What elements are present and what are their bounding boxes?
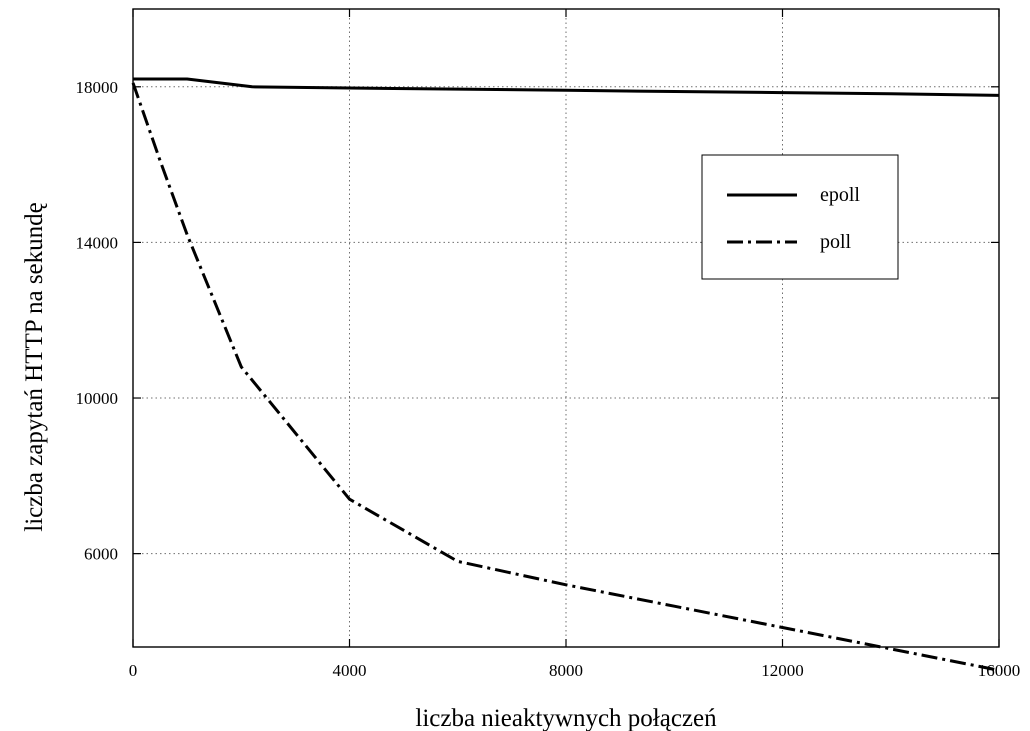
legend-label-epoll: epoll <box>820 184 860 206</box>
x-tick-label: 8000 <box>549 661 583 680</box>
x-tick-label: 12000 <box>761 661 804 680</box>
legend: epoll poll <box>701 154 899 280</box>
legend-box <box>701 154 899 280</box>
y-tick-label: 14000 <box>76 233 119 252</box>
x-axis-label: liczba nieaktywnych połączeń <box>415 705 717 731</box>
axis-ticks <box>132 9 1000 647</box>
legend-label-poll: poll <box>820 231 852 253</box>
x-tick-label: 4000 <box>333 661 367 680</box>
axis-tick-labels: 0 4000 8000 12000 16000 6000 10000 14000 18000 <box>76 78 1021 680</box>
y-tick-label: 10000 <box>76 389 119 408</box>
series-line-poll <box>131 82 1000 672</box>
series-layer <box>131 77 1000 672</box>
grid-lines <box>133 9 999 647</box>
y-tick-label: 6000 <box>84 545 118 564</box>
y-axis-label: liczba zapytań HTTP na sekundę <box>21 202 48 532</box>
x-tick-label: 0 <box>129 661 138 680</box>
series-line-epoll <box>133 77 1000 97</box>
x-tick-label: 16000 <box>978 661 1021 680</box>
y-tick-label: 18000 <box>76 78 119 97</box>
